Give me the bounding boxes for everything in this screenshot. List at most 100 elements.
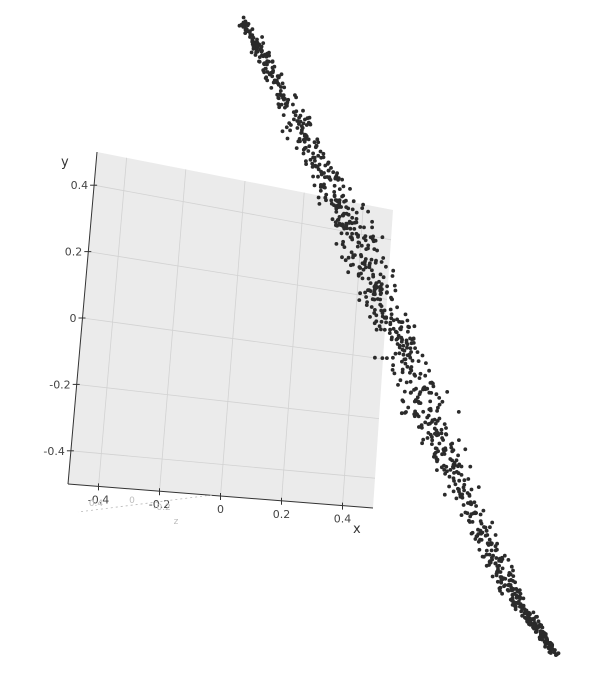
scatter-point	[518, 596, 523, 600]
scatter-point	[326, 168, 331, 173]
scatter-point	[391, 318, 396, 323]
scatter-point	[406, 405, 411, 410]
scatter-point	[391, 326, 396, 331]
scatter-point	[388, 327, 392, 332]
scatter-point	[395, 305, 399, 310]
scatter-point	[432, 452, 437, 456]
scatter-point	[515, 588, 520, 593]
scatter-point	[521, 596, 526, 601]
scatter-point	[306, 137, 311, 142]
scatter-point	[478, 519, 483, 524]
scatter-point	[362, 225, 366, 230]
scatter-point	[412, 399, 417, 404]
scatter-point	[459, 493, 464, 497]
scatter-point	[310, 161, 315, 166]
x-tick-label: 0	[217, 503, 224, 516]
scatter-point	[372, 311, 377, 315]
scatter-point	[499, 559, 504, 564]
scatter-point	[379, 327, 383, 332]
scatter-point	[470, 530, 475, 535]
scatter-point	[281, 95, 286, 100]
scatter-point	[495, 564, 500, 568]
scatter-point	[485, 541, 490, 546]
scatter-point	[319, 183, 323, 187]
scatter-point	[350, 207, 355, 212]
scatter-point	[417, 392, 422, 396]
scatter-point	[538, 630, 543, 635]
scatter-point	[410, 358, 415, 363]
scatter-point	[474, 504, 478, 508]
scatter-point	[255, 37, 259, 42]
scatter-point	[508, 583, 513, 587]
scatter-point	[395, 342, 400, 346]
scatter-point	[346, 270, 351, 275]
scatter-point	[511, 568, 515, 573]
scatter-point	[505, 588, 510, 592]
scatter-point	[298, 119, 303, 124]
scatter-point	[244, 27, 249, 32]
scatter-point	[434, 446, 439, 451]
scatter-point	[417, 425, 421, 429]
scatter-point	[400, 367, 405, 372]
scatter-point	[409, 350, 413, 354]
scatter-point	[479, 538, 484, 542]
scatter-point	[367, 265, 372, 270]
scatter-point	[430, 442, 434, 446]
scatter-point	[474, 534, 479, 539]
scatter-point	[511, 574, 516, 578]
scatter-point	[378, 302, 383, 307]
scatter-point	[378, 284, 383, 289]
scatter-point	[243, 22, 248, 27]
scatter-point	[456, 486, 460, 491]
scatter-point	[379, 260, 384, 264]
scatter-point	[433, 431, 437, 436]
scatter-point	[450, 441, 455, 446]
scatter-point	[444, 432, 448, 436]
scatter-point	[404, 380, 409, 385]
scatter-point	[337, 221, 342, 226]
scatter-point	[360, 276, 365, 281]
scatter-point	[443, 448, 448, 452]
scatter-point	[413, 409, 417, 414]
scatter-point	[375, 248, 379, 253]
scatter-point	[430, 435, 434, 439]
scatter-point	[344, 205, 349, 210]
scatter-point	[405, 342, 410, 347]
scatter-point	[370, 268, 374, 273]
scatter-point	[323, 185, 327, 190]
scatter-point	[510, 593, 515, 597]
scatter-point	[404, 338, 409, 343]
scatter-point	[336, 178, 340, 182]
scatter-point	[372, 247, 377, 252]
scatter-point	[499, 580, 504, 585]
scatter-point	[415, 350, 420, 354]
scatter-point	[297, 139, 302, 144]
scatter-point	[435, 409, 439, 413]
scatter-point	[417, 376, 422, 380]
scatter-point	[387, 331, 392, 335]
scatter-point	[380, 311, 385, 315]
scatter-point	[306, 149, 311, 153]
scatter-point	[424, 387, 428, 391]
scatter-point	[248, 35, 252, 39]
scatter-point	[482, 554, 486, 559]
scatter-point	[330, 217, 335, 222]
scatter-point	[388, 307, 393, 312]
scatter-point	[476, 527, 480, 532]
scatter-point	[370, 219, 374, 224]
scatter-point	[371, 234, 375, 239]
scatter-point	[527, 620, 532, 625]
scatter-point	[392, 283, 397, 288]
scatter-point	[548, 651, 553, 655]
scatter-point	[289, 123, 293, 127]
scatter-point	[428, 399, 433, 404]
scatter-point	[549, 642, 554, 646]
scatter-point	[301, 137, 306, 142]
scatter-point	[382, 316, 387, 320]
scatter-point	[403, 361, 408, 366]
scatter-point	[395, 317, 399, 322]
scatter-point	[494, 556, 499, 560]
scatter-point	[312, 183, 317, 188]
scatter-point	[359, 243, 364, 248]
scatter-point	[506, 558, 511, 562]
